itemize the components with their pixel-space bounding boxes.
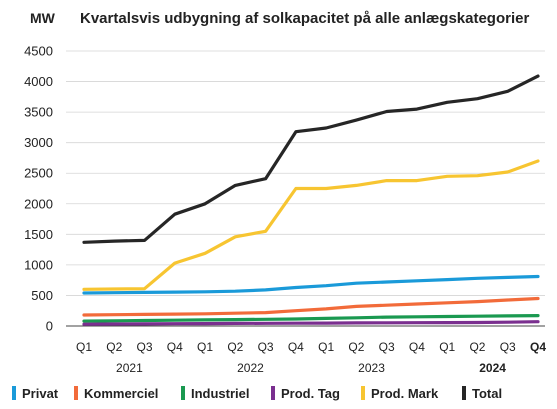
x-tick-labels: Q1 Q2 Q3 Q4 Q1 Q2 Q3 Q4 Q1 Q2 Q3 Q4 Q1 Q2 Q3 Q4 2021 2022… [76, 340, 546, 375]
x-tick-label: Q4 [530, 340, 546, 354]
series-line-prod-tag [82, 320, 540, 326]
y-tick-label: 2000 [24, 196, 53, 211]
y-tick-label: 0 [46, 319, 53, 334]
series-line-prod-mark [82, 159, 540, 291]
legend-swatch [462, 386, 466, 400]
x-tick-label: Q4 [288, 340, 304, 354]
legend-swatch [181, 386, 185, 400]
x-tick-label: Q3 [500, 340, 516, 354]
x-tick-label: Q1 [76, 340, 92, 354]
y-tick-label: 4000 [24, 74, 53, 89]
year-label: 2022 [237, 361, 264, 375]
y-axis-unit: MW [30, 10, 56, 26]
x-tick-label: Q2 [469, 340, 485, 354]
chart-title: Kvartalsvis udbygning af solkapacitet på… [80, 10, 529, 27]
y-tick-label: 2500 [24, 166, 53, 181]
year-label: 2021 [116, 361, 143, 375]
x-tick-label: Q4 [409, 340, 425, 354]
legend-swatch [271, 386, 275, 400]
series-line-kommerciel [82, 296, 540, 317]
legend-swatch [74, 386, 78, 400]
year-label: 2024 [479, 361, 506, 375]
x-tick-label: Q2 [227, 340, 243, 354]
legend: Privat Kommerciel Industriel Prod. Tag Prod.… [12, 386, 502, 401]
y-tick-label: 3000 [24, 135, 53, 150]
x-tick-label: Q1 [318, 340, 334, 354]
series-line-total [82, 74, 540, 244]
x-tick-label: Q4 [167, 340, 183, 354]
legend-label: Prod. Mark [371, 386, 439, 401]
x-tick-label: Q2 [348, 340, 364, 354]
y-tick-label: 3500 [24, 105, 53, 120]
legend-label: Kommerciel [84, 386, 158, 401]
legend-label: Industriel [191, 386, 250, 401]
x-tick-label: Q1 [197, 340, 213, 354]
legend-label: Total [472, 386, 502, 401]
legend-swatch [361, 386, 365, 400]
legend-swatch [12, 386, 16, 400]
y-tick-label: 500 [31, 288, 53, 303]
y-tick-labels: 0 500 1000 1500 2000 2500 3000 3500 4000 4500 [24, 44, 53, 334]
x-tick-label: Q3 [379, 340, 395, 354]
x-tick-label: Q2 [106, 340, 122, 354]
legend-label: Prod. Tag [281, 386, 340, 401]
series-line-privat [82, 274, 540, 295]
gridlines [66, 50, 545, 327]
year-label: 2023 [358, 361, 385, 375]
y-tick-label: 1500 [24, 227, 53, 242]
series-line-industriel [82, 314, 540, 323]
x-tick-label: Q3 [137, 340, 153, 354]
x-tick-label: Q3 [258, 340, 274, 354]
y-tick-label: 4500 [24, 44, 53, 59]
y-tick-label: 1000 [24, 257, 53, 272]
x-tick-label: Q1 [439, 340, 455, 354]
series-lines [82, 74, 540, 326]
legend-label: Privat [22, 386, 59, 401]
